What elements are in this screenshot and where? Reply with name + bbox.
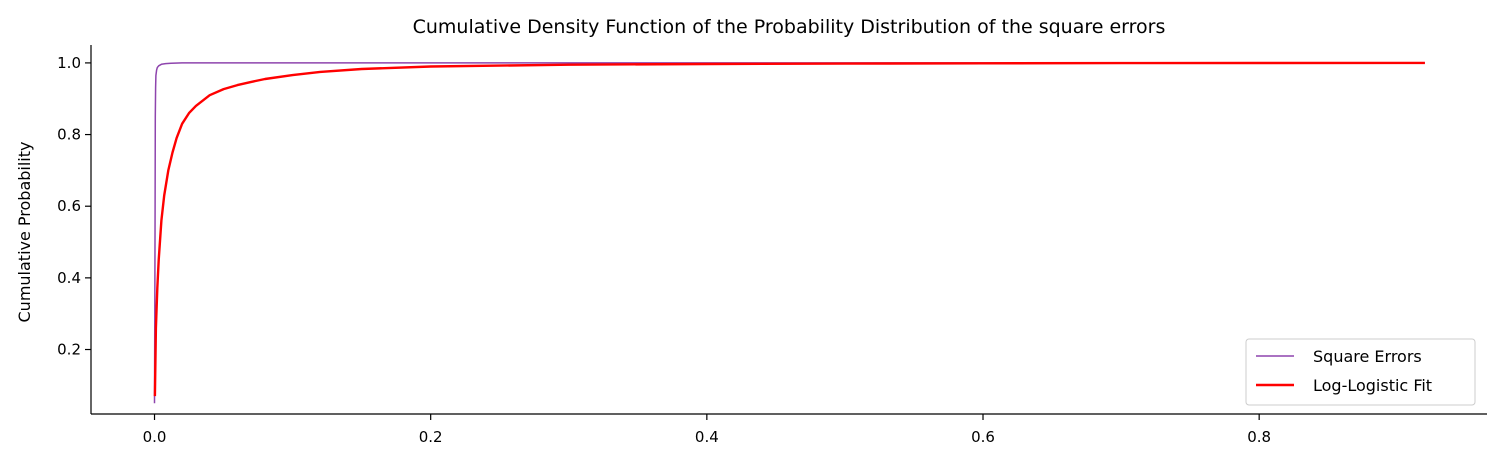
y-tick-label: 0.8 [57,126,81,144]
x-tick-label: 0.6 [971,428,995,446]
x-tick-label: 0.2 [419,428,443,446]
x-tick-label: 0.0 [143,428,167,446]
series-line-square-errors [153,62,1425,404]
y-axis-label: Cumulative Probability [15,142,34,323]
chart-title: Cumulative Density Function of the Proba… [413,16,1166,38]
legend-box [1245,338,1476,406]
x-tick-label: 0.8 [1247,428,1271,446]
y-tick-label: 1.0 [57,54,81,72]
x-tick-label: 0.4 [695,428,719,446]
y-tick-label: 0.6 [57,197,81,215]
y-tick-label: 0.4 [57,269,81,287]
legend-label-log-logistic-fit: Log-Logistic Fit [1313,376,1432,395]
legend-label-square-errors: Square Errors [1313,347,1422,366]
legend: Square Errors Log-Logistic Fit [1245,338,1476,406]
series-line-log-logistic-fit [153,61,1425,397]
y-tick-label: 0.2 [57,341,81,359]
plot-area: 0.0 0.2 0.4 0.6 0.8 0.2 0.4 0.6 0.8 1.0 [57,45,1487,446]
